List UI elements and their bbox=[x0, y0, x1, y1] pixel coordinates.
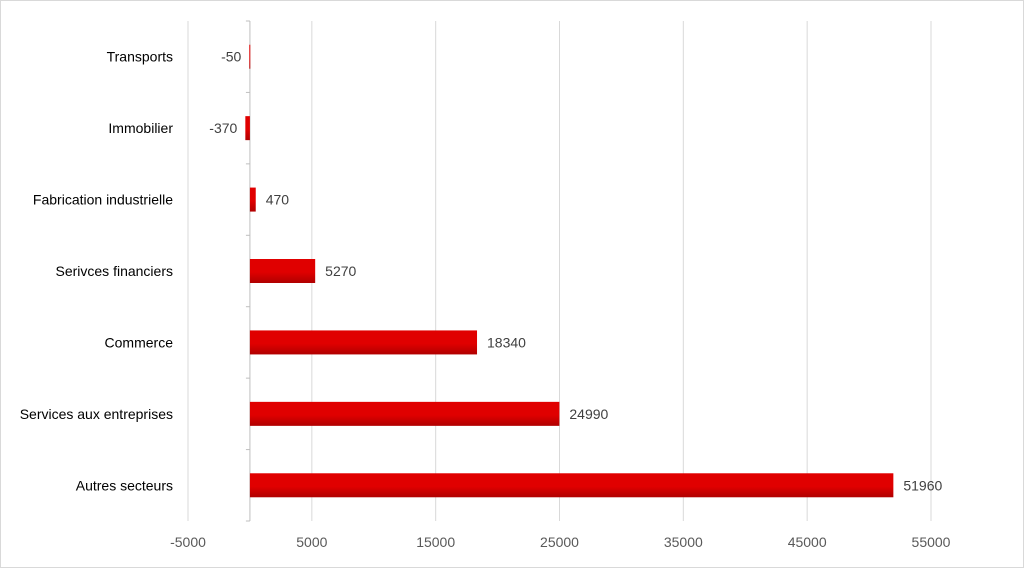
x-tick-label: 5000 bbox=[296, 534, 327, 550]
bar bbox=[245, 116, 250, 141]
data-label: 18340 bbox=[487, 334, 526, 350]
x-tick-label: 35000 bbox=[664, 534, 703, 550]
bar bbox=[249, 401, 560, 426]
bars bbox=[245, 44, 894, 498]
x-tick-label: 15000 bbox=[416, 534, 455, 550]
bar bbox=[249, 330, 478, 355]
bar bbox=[249, 259, 316, 283]
category-label: Services aux entreprises bbox=[20, 406, 173, 422]
bar bbox=[249, 187, 256, 212]
data-label: 24990 bbox=[569, 406, 608, 422]
category-axis bbox=[245, 20, 251, 522]
x-tick-label: 55000 bbox=[912, 534, 951, 550]
category-label: Fabrication industrielle bbox=[33, 192, 173, 208]
data-label: -370 bbox=[209, 120, 237, 136]
gridlines bbox=[187, 21, 932, 521]
x-tick-label: -5000 bbox=[170, 534, 206, 550]
bar bbox=[249, 473, 894, 498]
data-label: 470 bbox=[266, 192, 290, 208]
category-label: Serivces financiers bbox=[56, 263, 174, 279]
category-label: Autres secteurs bbox=[76, 477, 173, 493]
x-tick-label: 25000 bbox=[540, 534, 579, 550]
bar bbox=[249, 44, 251, 69]
x-tick-label: 45000 bbox=[788, 534, 827, 550]
category-label: Commerce bbox=[105, 334, 174, 350]
category-label: Transports bbox=[107, 49, 173, 65]
data-label: 5270 bbox=[325, 263, 356, 279]
labels: -5000 5000 15000 25000 35000 45000 55000 Transp… bbox=[20, 49, 951, 550]
data-label: -50 bbox=[221, 49, 241, 65]
category-label: Immobilier bbox=[108, 120, 173, 136]
data-label: 51960 bbox=[903, 477, 942, 493]
